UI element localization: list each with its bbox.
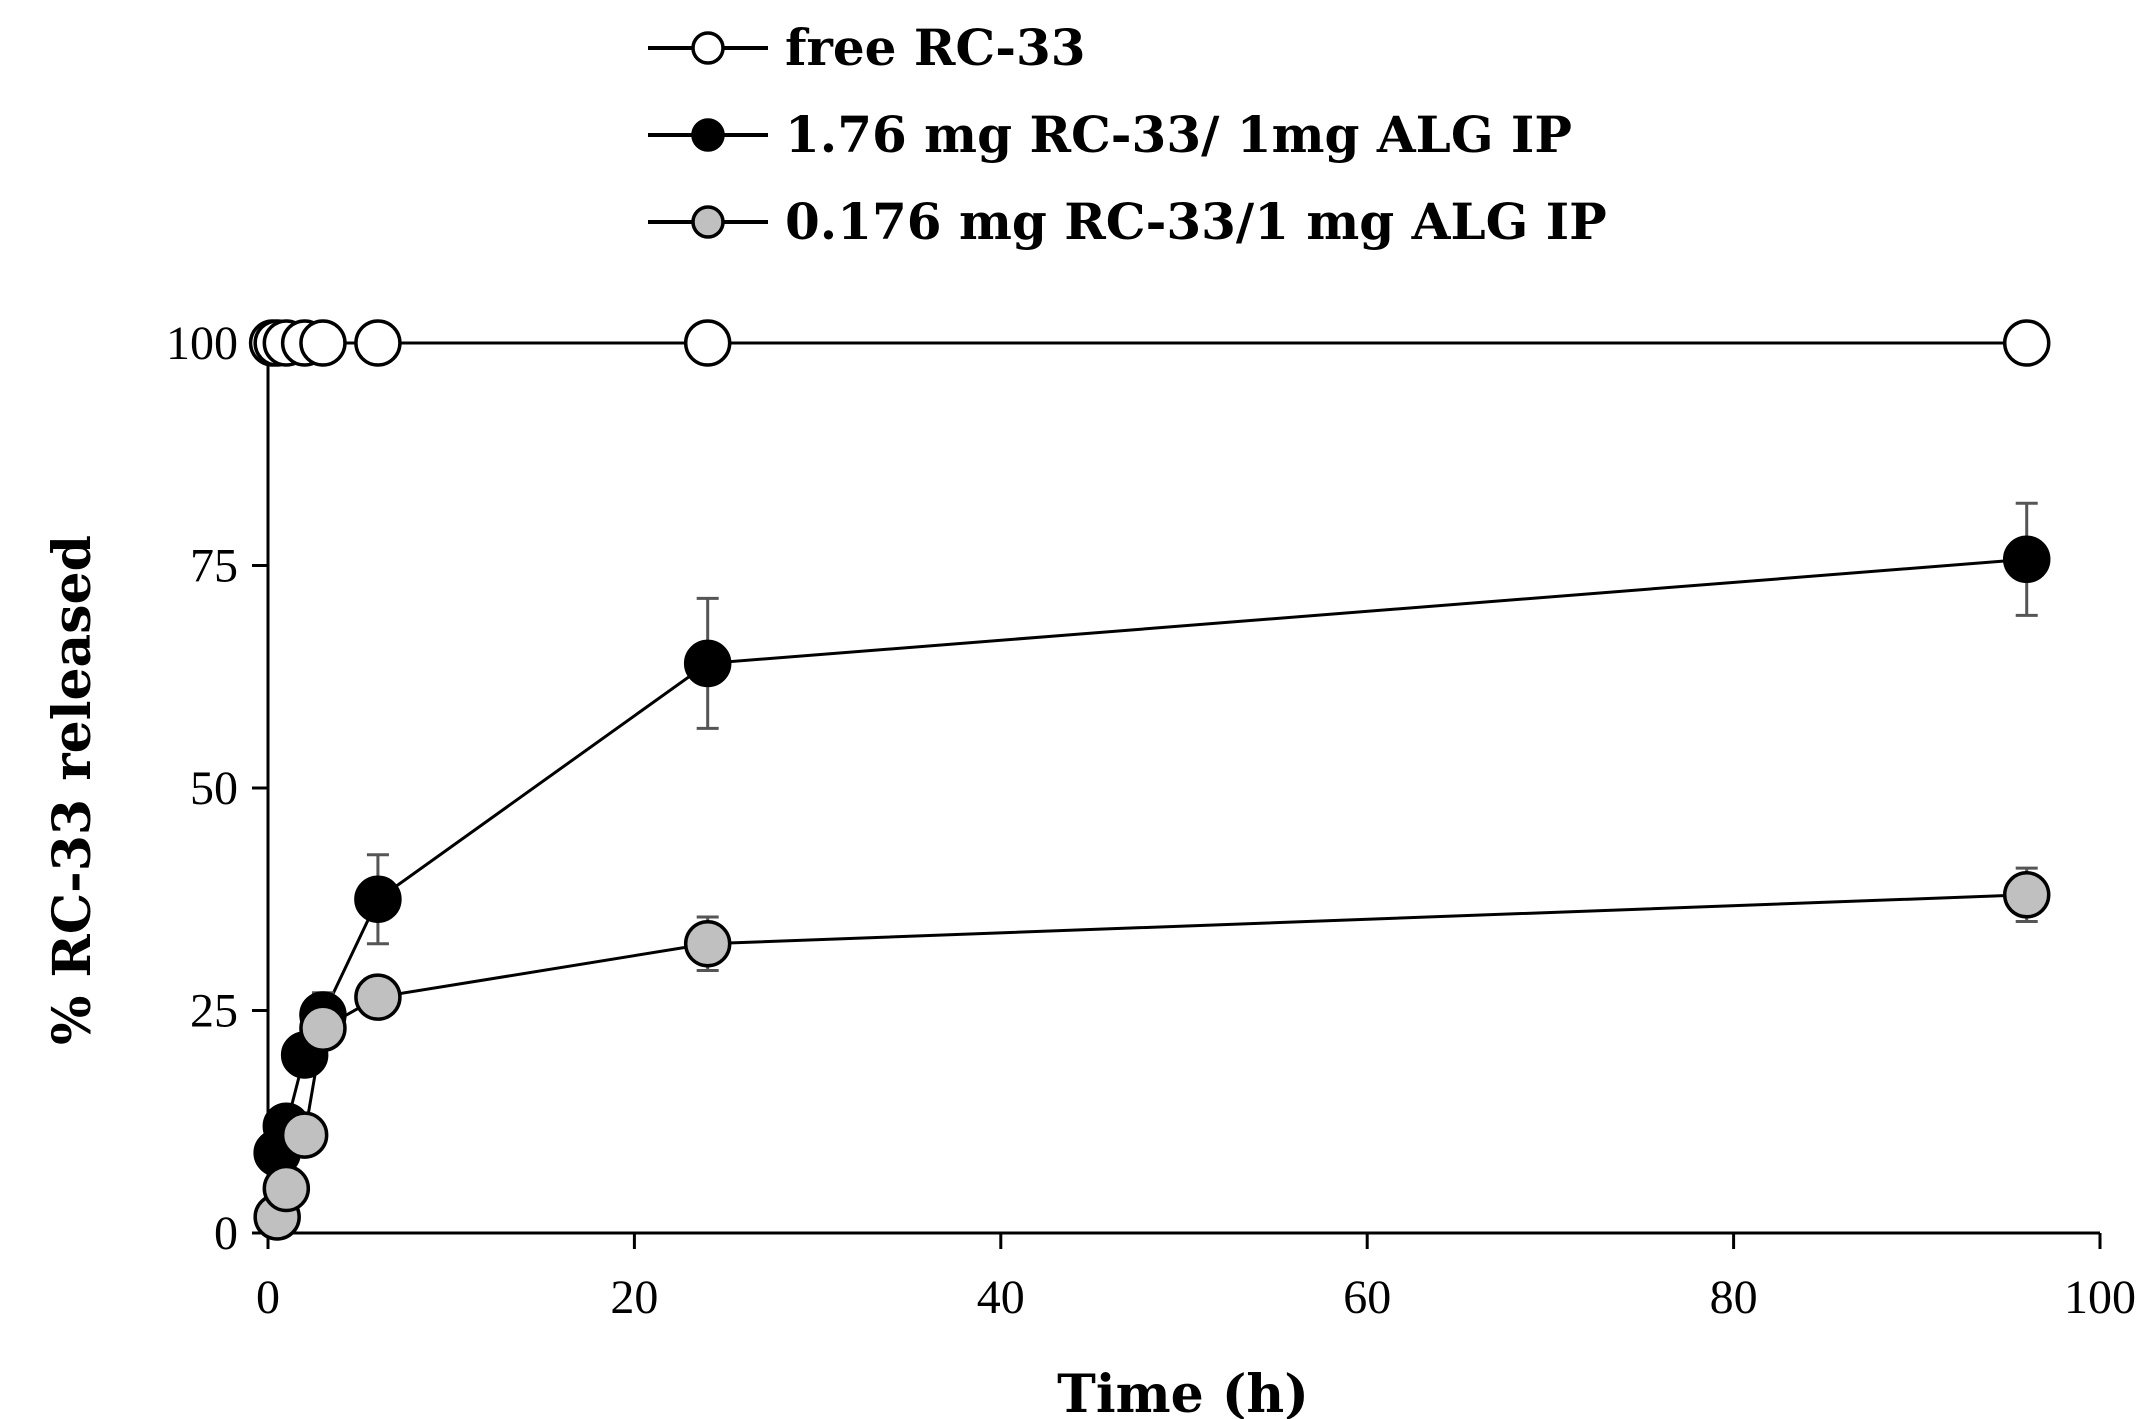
legend-entry-2: 0.176 mg RC-33/1 mg ALG IP — [648, 192, 1607, 251]
data-point — [683, 639, 732, 688]
y-axis-title: % RC-33 released — [42, 535, 103, 1045]
data-point — [683, 920, 732, 968]
data-point — [280, 1111, 329, 1159]
data-point — [2002, 871, 2051, 919]
legend-label: 1.76 mg RC-33/ 1mg ALG IP — [785, 105, 1572, 164]
data-point — [299, 1004, 347, 1053]
legend-marker — [691, 31, 725, 65]
y-tick-label: 75 — [190, 540, 238, 593]
x-tick-label: 60 — [1343, 1271, 1391, 1324]
data-point — [354, 319, 402, 367]
series-2 — [253, 866, 2051, 1241]
legend-label: free RC-33 — [785, 18, 1086, 77]
data-point — [354, 875, 402, 923]
series-line — [275, 557, 2027, 1154]
legend-label: 0.176 mg RC-33/1 mg ALG IP — [785, 192, 1607, 251]
legend: free RC-33 1.76 mg RC-33/ 1mg ALG IP 0.176… — [648, 18, 1607, 251]
x-axis-title: Time (h) — [1057, 1364, 1309, 1419]
data-point — [299, 319, 347, 367]
y-tick-label: 25 — [190, 985, 238, 1038]
x-tick-label: 0 — [256, 1271, 280, 1324]
data-point — [354, 973, 402, 1021]
x-tick-label: 40 — [977, 1271, 1025, 1324]
series-1 — [253, 501, 2051, 1177]
y-tick-label: 50 — [190, 762, 238, 815]
x-tick-label: 100 — [2064, 1271, 2136, 1324]
y-tick-label: 0 — [214, 1207, 238, 1260]
legend-entry-0: free RC-33 — [648, 18, 1086, 77]
data-point — [2002, 319, 2051, 367]
x-tick-label: 80 — [1710, 1271, 1758, 1324]
series-0 — [248, 319, 2051, 367]
legend-marker — [691, 118, 725, 152]
series-line — [275, 893, 2027, 1218]
legend-entry-1: 1.76 mg RC-33/ 1mg ALG IP — [648, 105, 1572, 164]
legend-marker — [691, 205, 725, 239]
data-point — [262, 1164, 311, 1213]
x-tick-label: 20 — [610, 1271, 658, 1324]
data-point — [2002, 535, 2051, 584]
data-point — [683, 319, 732, 367]
y-tick-label: 100 — [166, 317, 238, 370]
plot-area — [248, 319, 2051, 1241]
axes: 0 25 50 75 100 0 20 40 60 80 100 — [166, 317, 2136, 1324]
